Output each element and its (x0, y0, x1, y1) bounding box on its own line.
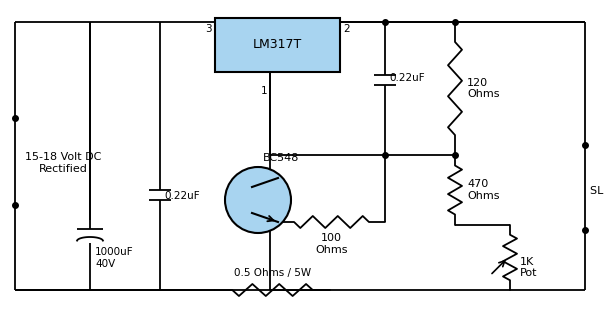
Text: 0.5 Ohms / 5W: 0.5 Ohms / 5W (234, 268, 311, 278)
Text: 1K
Pot: 1K Pot (520, 257, 538, 278)
Text: 2: 2 (343, 24, 350, 34)
Text: 1000uF
40V: 1000uF 40V (95, 247, 133, 269)
Text: 1: 1 (260, 86, 267, 96)
Text: LM317T: LM317T (253, 39, 302, 52)
Text: BC548: BC548 (263, 153, 300, 163)
Text: 0.22uF: 0.22uF (389, 73, 425, 83)
Text: 100
Ohms: 100 Ohms (315, 233, 348, 255)
Text: 470
Ohms: 470 Ohms (467, 179, 500, 201)
Bar (215, 18, 340, 72)
Text: 12V
SLA Battery: 12V SLA Battery (590, 174, 604, 196)
Text: 15-18 Volt DC
Rectified: 15-18 Volt DC Rectified (25, 152, 101, 174)
Text: 3: 3 (205, 24, 212, 34)
Circle shape (225, 167, 291, 233)
Text: 120
Ohms: 120 Ohms (467, 78, 500, 99)
Text: 0.22uF: 0.22uF (164, 191, 200, 201)
